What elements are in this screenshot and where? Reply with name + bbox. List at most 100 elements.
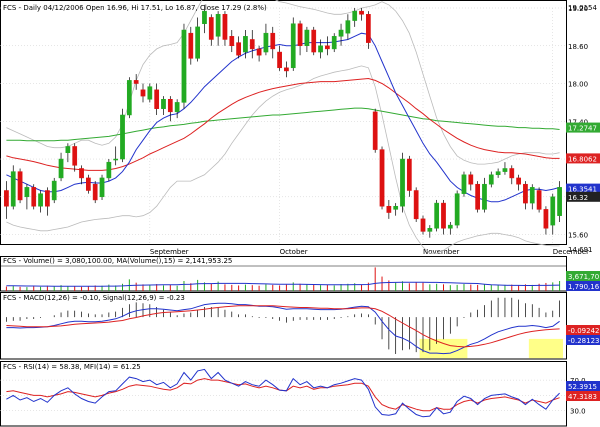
- candle-body: [208, 17, 214, 40]
- candle-body: [31, 187, 37, 207]
- x-axis-label: October: [280, 248, 308, 256]
- candle-body: [359, 10, 364, 15]
- candle-body: [529, 187, 535, 204]
- candle-body: [488, 174, 494, 185]
- candle-body: [475, 183, 481, 210]
- candle-body: [352, 10, 358, 21]
- candle-body: [17, 171, 23, 201]
- price-tick-label: 17.40: [568, 118, 588, 126]
- rsi-value-tag-text: 52.3915: [568, 383, 597, 391]
- price-tick-label: 19.20: [568, 5, 588, 13]
- signal-line: [6, 305, 560, 348]
- x-axis-label: September: [150, 248, 189, 256]
- candle-body: [45, 190, 50, 207]
- candle-body: [509, 168, 515, 179]
- candle-body: [133, 80, 139, 84]
- candle-body: [345, 20, 351, 34]
- candle-body: [140, 89, 146, 97]
- candle-body: [215, 14, 221, 37]
- price-panel-frame: [0, 0, 567, 245]
- candle-body: [120, 114, 125, 160]
- rsi-value-tag-text: 47.3183: [568, 393, 597, 401]
- candle-body: [72, 146, 78, 166]
- candle-body: [113, 158, 119, 161]
- candle-body: [482, 183, 487, 210]
- ma-short-line: [6, 32, 560, 203]
- rsi-value-tag: [566, 391, 600, 401]
- candle-body: [427, 228, 433, 232]
- price-title: FCS - Daily 04/12/2006 Open 16.96, Hi 17…: [3, 4, 267, 12]
- candle-body: [365, 14, 371, 43]
- candle-body: [256, 48, 262, 56]
- candle-body: [331, 36, 337, 50]
- candle-body: [543, 209, 549, 229]
- x-axis-label: December: [553, 248, 589, 256]
- candle-body: [523, 183, 528, 204]
- rsi-line: [6, 368, 560, 418]
- price-tick-label: 18.00: [568, 81, 588, 89]
- candle-body: [243, 36, 248, 53]
- price-value-tag-text: 16.32: [568, 194, 588, 202]
- macd-highlight-box: [419, 338, 468, 359]
- candle-body: [24, 187, 30, 198]
- candle-body: [10, 171, 16, 207]
- candle-body: [263, 32, 269, 53]
- candle-body: [447, 224, 453, 229]
- candle-body: [325, 45, 330, 50]
- x-axis-label: November: [423, 248, 460, 256]
- candle-body: [284, 67, 289, 72]
- candle-body: [58, 158, 64, 179]
- rsi-tick-label: 30.0: [570, 408, 586, 416]
- candle-body: [174, 102, 180, 113]
- price-value-tag: [566, 183, 600, 194]
- macd-panel: -0.09242 -0.28123: [0, 292, 600, 360]
- volume-value-tag-text: 3,671,70: [568, 273, 599, 281]
- price-tick-label: 15.60: [568, 232, 588, 240]
- candle-body: [550, 196, 556, 226]
- candle-body: [536, 190, 542, 210]
- candle-body: [441, 202, 446, 229]
- price-value-tag: [566, 122, 600, 133]
- candle-body: [304, 29, 310, 47]
- candle-body: [516, 177, 521, 185]
- candle-body: [413, 190, 419, 220]
- candle-body: [65, 146, 71, 153]
- candle-body: [229, 36, 235, 47]
- candle-body: [85, 177, 91, 191]
- rsi-title: FCS - RSI(14) = 58.38, MFI(14) = 61.25: [3, 363, 141, 371]
- macd-value-tag: [566, 335, 600, 345]
- macd-title: FCS - MACD(12,26) = -0.10, Signal(12,26,…: [3, 294, 185, 302]
- bollinger-lower-line: [6, 65, 560, 254]
- price-top-label: 19.0154: [568, 4, 597, 12]
- candle-body: [495, 171, 501, 176]
- candle-body: [202, 10, 207, 24]
- candle-body: [372, 111, 378, 150]
- candle-body: [406, 158, 412, 191]
- candle-body: [126, 80, 132, 116]
- candle-body: [222, 14, 228, 40]
- candle-body: [400, 158, 405, 207]
- candle-body: [99, 177, 105, 198]
- macd-value-tag-text: -0.28123: [568, 337, 599, 345]
- candle-body: [4, 190, 9, 207]
- volume-panel: 3,671,70 1,790,16: [0, 256, 600, 292]
- candle-body: [188, 32, 194, 59]
- volume-value-tag-text: 1,790,16: [568, 283, 600, 291]
- volume-title: FCS - Volume() = 3,080,100.00, MA(Volume…: [3, 257, 232, 265]
- price-value-tag: [566, 153, 600, 164]
- macd-value-tag: [566, 325, 600, 335]
- candle-body: [461, 174, 467, 194]
- price-value-tag-text: 17.2747: [568, 125, 597, 133]
- price-value-tag-text: 16.8062: [568, 155, 597, 163]
- candle-body: [297, 23, 303, 47]
- candle-body: [557, 187, 562, 216]
- ma-mid-line: [6, 77, 560, 171]
- candle-body: [106, 161, 112, 179]
- macd-value-tag-text: -0.09242: [568, 327, 599, 335]
- candle-body: [249, 39, 255, 50]
- price-tick-label: 18.60: [568, 43, 588, 51]
- ma-long-line: [6, 107, 560, 142]
- price-panel: 19.2018.6018.0017.4016.8016.2015.60Septe…: [0, 0, 600, 256]
